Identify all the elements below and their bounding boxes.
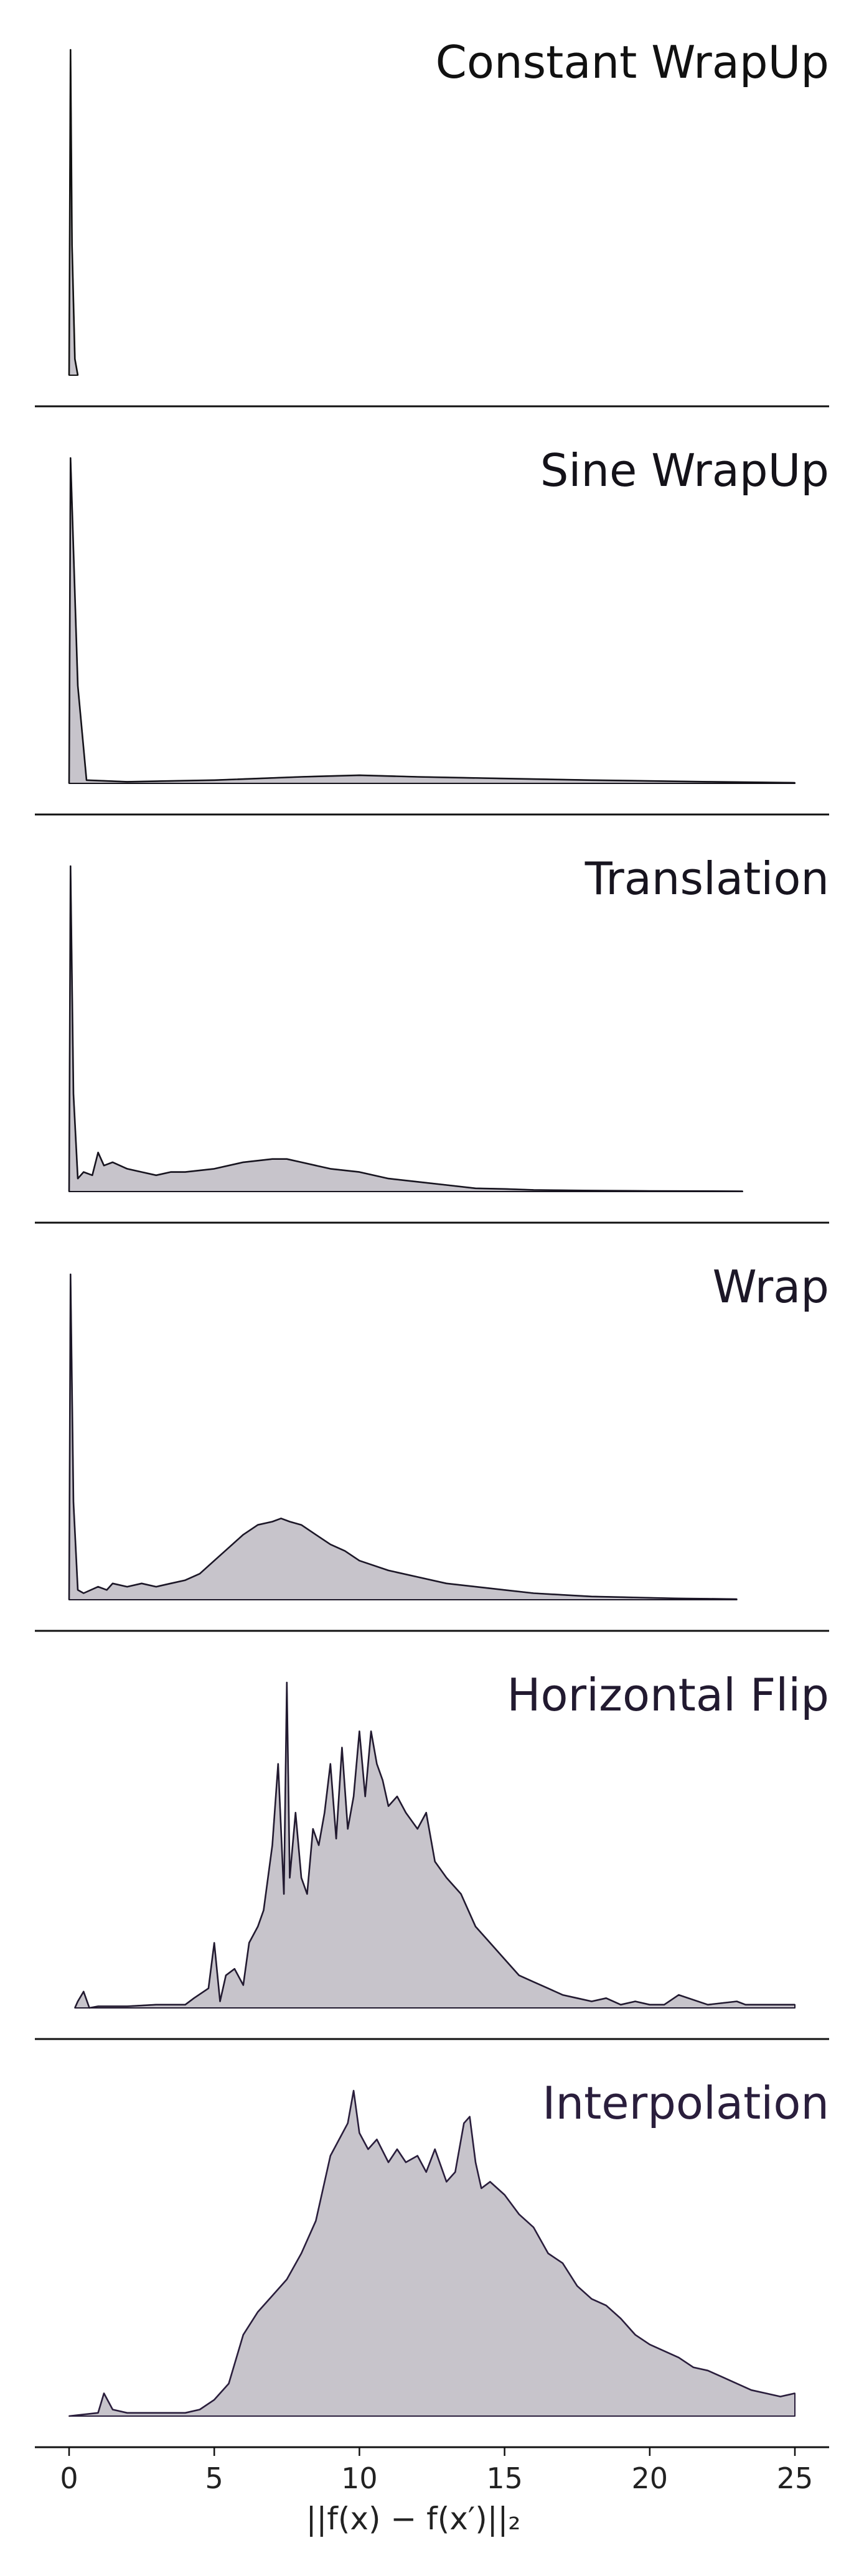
x-tick-label: 15: [486, 2462, 523, 2495]
panel-title: Interpolation: [542, 2077, 829, 2129]
area-fill: [68, 866, 743, 1192]
panel-title: Wrap: [713, 1261, 829, 1313]
x-tick-label: 20: [632, 2462, 669, 2495]
panel-title: Constant WrapUp: [436, 36, 829, 88]
density-line: [68, 49, 79, 376]
x-tick-label: 25: [777, 2462, 814, 2495]
panel-title: Sine WrapUp: [540, 444, 829, 497]
panel-title: Translation: [584, 852, 829, 905]
density-line: [68, 1273, 737, 1600]
x-axis-label: ||f(x) − f(x′)||₂: [306, 2501, 521, 2537]
x-tick-label: 0: [60, 2462, 78, 2495]
density-line: [68, 2089, 796, 2417]
area-fill: [68, 1274, 738, 1600]
area-fill: [68, 2090, 796, 2417]
x-tick-label: 5: [205, 2462, 223, 2495]
density-line: [68, 457, 796, 784]
density-line: [68, 865, 743, 1192]
x-tick-label: 10: [341, 2462, 378, 2495]
area-fill: [68, 457, 796, 784]
density-line: [74, 1681, 795, 2009]
panel-title: Horizontal Flip: [507, 1669, 829, 1721]
area-fill: [74, 1682, 796, 2009]
